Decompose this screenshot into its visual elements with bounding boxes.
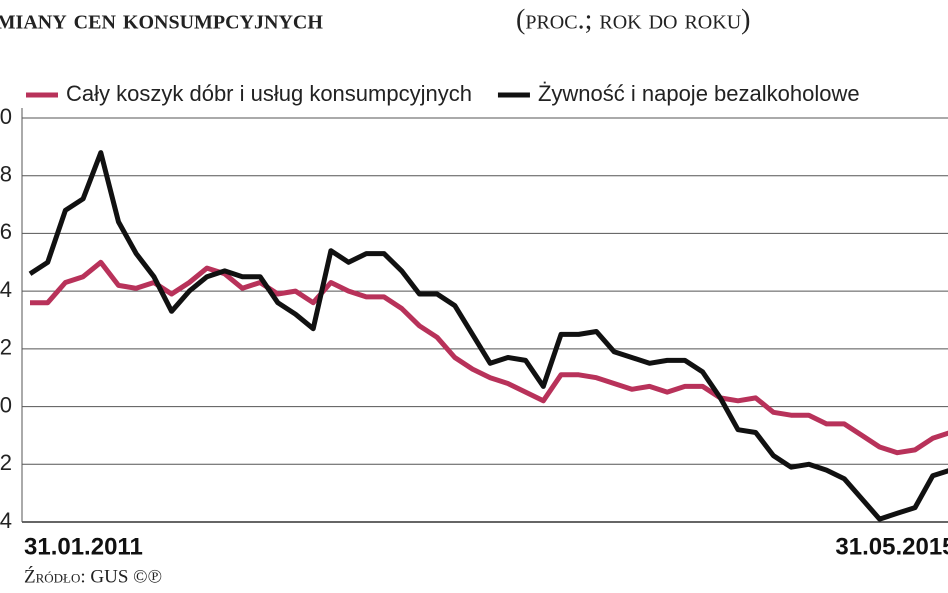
x-tick-label: 31.05.2015 (835, 533, 948, 560)
y-tick-label: -4 (0, 508, 12, 533)
y-tick-label: 2 (0, 335, 12, 360)
y-tick-label: 6 (0, 219, 12, 244)
legend-label: Cały koszyk dóbr i usług konsumpcyjnych (66, 81, 472, 106)
series-line (28, 150, 948, 522)
chart-subtitle: (proc.; rok do roku) (516, 4, 750, 35)
y-tick-label: 4 (0, 277, 12, 302)
source: Źródło: GUS ©℗ (24, 565, 162, 587)
chart-title: Zmiany cen konsumpcyjnych (0, 4, 323, 35)
legend-label: Żywność i napoje bezalkoholowe (538, 81, 860, 106)
y-tick-label: 8 (0, 162, 12, 187)
y-tick-label: 0 (0, 392, 12, 417)
y-tick-label: 10 (0, 104, 12, 129)
series-line (30, 259, 948, 456)
y-tick-label: -2 (0, 450, 12, 475)
x-tick-label: 31.01.2011 (24, 533, 143, 560)
